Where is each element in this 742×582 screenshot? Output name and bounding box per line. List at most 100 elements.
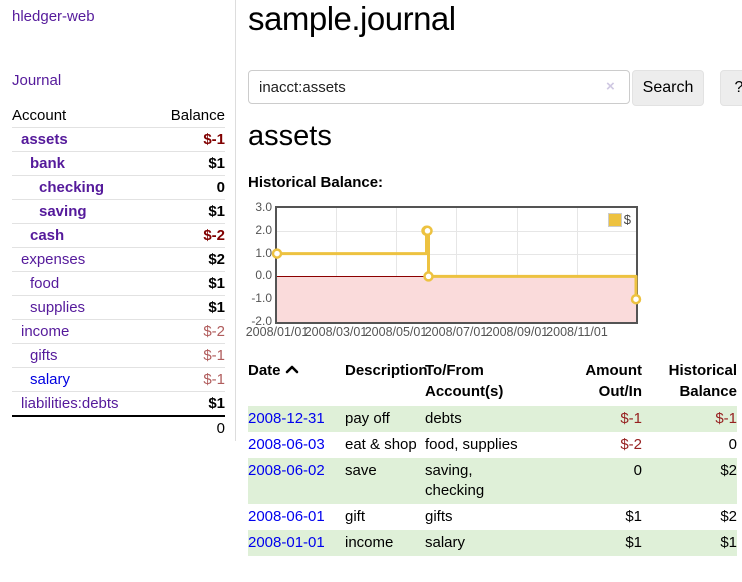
x-tick-label: 2008/11/01 (546, 325, 608, 339)
balance-column-header: Balance (170, 107, 225, 124)
x-tick-label: 2008/01/01 (245, 325, 309, 339)
account-heading: assets (248, 120, 332, 152)
sidebar-account-row: income $-2 (12, 319, 225, 343)
sidebar-account-link-liabilities-debts[interactable]: liabilities:debts (21, 395, 119, 412)
sidebar-account-link-food[interactable]: food (30, 275, 60, 292)
y-tick-label: -2.0 (251, 314, 272, 328)
register-table: Date Description To/From Account(s) Amou… (248, 360, 737, 556)
data-point-marker (271, 248, 283, 259)
chart-x-axis: 2008/01/01 2008/03/01 2008/05/01 2008/07/01… (246, 325, 638, 341)
clear-search-icon[interactable]: × (606, 78, 615, 95)
x-tick-label: 2008/05/01 (364, 325, 428, 339)
transaction-amount: $1 (543, 530, 642, 556)
sidebar-account-link-salary[interactable]: salary (30, 371, 71, 388)
sidebar-account-row: salary $-1 (12, 367, 225, 391)
sidebar-account-row: checking 0 (12, 175, 225, 199)
search-input[interactable] (248, 70, 630, 104)
app-title-link[interactable]: hledger-web (12, 8, 95, 25)
sidebar-account-row: bank $1 (12, 151, 225, 175)
date-column-header[interactable]: Date (248, 360, 345, 406)
register-header-row: Date Description To/From Account(s) Amou… (248, 360, 737, 406)
amount-column-header[interactable]: Amount Out/In (585, 362, 642, 400)
data-point-marker (422, 225, 433, 237)
historical-balance-chart: 3.0 2.0 1.0 0.0 -1.0 -2.0 $ 2008/01/01 2008/03… (246, 200, 668, 351)
legend-swatch-icon (607, 212, 622, 227)
transaction-accounts: salary (425, 530, 543, 556)
sidebar-account-link-gifts[interactable]: gifts (30, 347, 58, 364)
sidebar-account-link-income[interactable]: income (21, 323, 70, 340)
balance-column-header-main[interactable]: Historical Balance (668, 362, 737, 400)
chart-plot-area[interactable]: $ (271, 206, 642, 324)
account-table-total-row: 0 (12, 415, 225, 440)
transaction-amount: 0 (543, 458, 642, 504)
sidebar-account-balance: $1 (208, 155, 225, 172)
account-table-header: Account Balance (12, 104, 225, 127)
sidebar-account-balance: $-1 (203, 347, 225, 364)
sidebar-account-balance: $1 (208, 203, 225, 220)
register-row: 2008-06-03 eat & shop food, supplies $-2 0 (248, 432, 737, 458)
data-point-marker (423, 271, 434, 282)
main-content: sample.journal × Search ? assets Histori… (246, 0, 742, 582)
sidebar-account-link-assets[interactable]: assets (21, 131, 68, 148)
transaction-description: income (345, 530, 425, 556)
chart-y-axis: 3.0 2.0 1.0 0.0 -1.0 -2.0 (248, 200, 272, 328)
transaction-date-link[interactable]: 2008-12-31 (248, 410, 325, 427)
sidebar-account-balance: $-1 (203, 131, 225, 148)
register-table-body: 2008-12-31 pay off debts $-1 $-1 2008-06-03 ea… (248, 406, 737, 556)
gridline (277, 231, 636, 232)
transaction-amount: $1 (625, 508, 642, 525)
gridline (577, 208, 578, 322)
sidebar-account-balance: $1 (208, 395, 225, 412)
gridline (396, 208, 397, 322)
sidebar-account-balance: $-2 (203, 227, 225, 244)
sidebar-item-journal[interactable]: Journal (12, 72, 62, 89)
gridline (517, 208, 518, 322)
transaction-accounts: gifts (425, 508, 453, 525)
sidebar-account-link-checking[interactable]: checking (39, 179, 105, 196)
sidebar-account-link-expenses[interactable]: expenses (21, 251, 86, 268)
transaction-date-link[interactable]: 2008-06-01 (248, 508, 325, 525)
register-row: 2008-06-02 save saving, checking 0 $2 (248, 458, 737, 504)
transaction-accounts: food, supplies (425, 436, 518, 453)
register-row: 2008-12-31 pay off debts $-1 $-1 (248, 406, 737, 432)
x-tick-label: 2008/07/01 (424, 325, 488, 339)
transaction-description: save (345, 458, 425, 504)
sidebar-account-link-cash[interactable]: cash (30, 227, 65, 244)
help-button[interactable]: ? (720, 70, 742, 106)
gridline (456, 208, 457, 322)
sidebar-account-balance: $1 (208, 299, 225, 316)
sidebar-account-table-body: assets $-1 bank $1 checking 0 saving $1 cash $-2 e… (12, 127, 225, 415)
chart-line-series (271, 225, 642, 305)
search-form: × Search ? (248, 70, 742, 106)
x-tick-label: 2008/03/01 (304, 325, 368, 339)
sidebar-account-balance: $2 (208, 251, 225, 268)
sidebar: hledger-web Journal Account Balance asse… (0, 0, 236, 441)
sidebar-account-balance: $-1 (203, 371, 225, 388)
sidebar-account-row: gifts $-1 (12, 343, 225, 367)
sidebar-account-row: supplies $1 (12, 295, 225, 319)
sidebar-account-row: expenses $2 (12, 247, 225, 271)
sidebar-account-link-supplies[interactable]: supplies (30, 299, 86, 316)
sidebar-account-link-saving[interactable]: saving (39, 203, 87, 220)
transaction-date-link[interactable]: 2008-06-02 (248, 462, 325, 479)
sidebar-account-link-bank[interactable]: bank (30, 155, 66, 172)
chart-legend: $ (605, 211, 633, 228)
sidebar-account-balance: $-2 (203, 323, 225, 340)
transaction-date-link[interactable]: 2008-06-03 (248, 436, 325, 453)
x-tick-label: 2008/09/01 (485, 325, 549, 339)
y-tick-label: 2.0 (255, 222, 272, 237)
sidebar-account-balance: 0 (216, 179, 225, 196)
y-tick-label: 3.0 (255, 200, 272, 214)
gridline (336, 208, 337, 322)
transaction-balance: $2 (720, 508, 737, 525)
sidebar-account-row: assets $-1 (12, 127, 225, 151)
description-column-header[interactable]: Description (345, 362, 428, 379)
search-button[interactable]: Search (632, 70, 704, 106)
accounts-column-header[interactable]: To/From Account(s) (425, 362, 504, 400)
transaction-amount: $-1 (543, 406, 642, 432)
transaction-description: pay off (345, 406, 425, 432)
transaction-date-link[interactable]: 2008-01-01 (248, 534, 325, 551)
register-row: 2008-06-01 gift gifts $1 $2 (248, 504, 737, 530)
transaction-balance: 0 (728, 436, 737, 453)
transaction-amount: $-2 (620, 436, 642, 453)
